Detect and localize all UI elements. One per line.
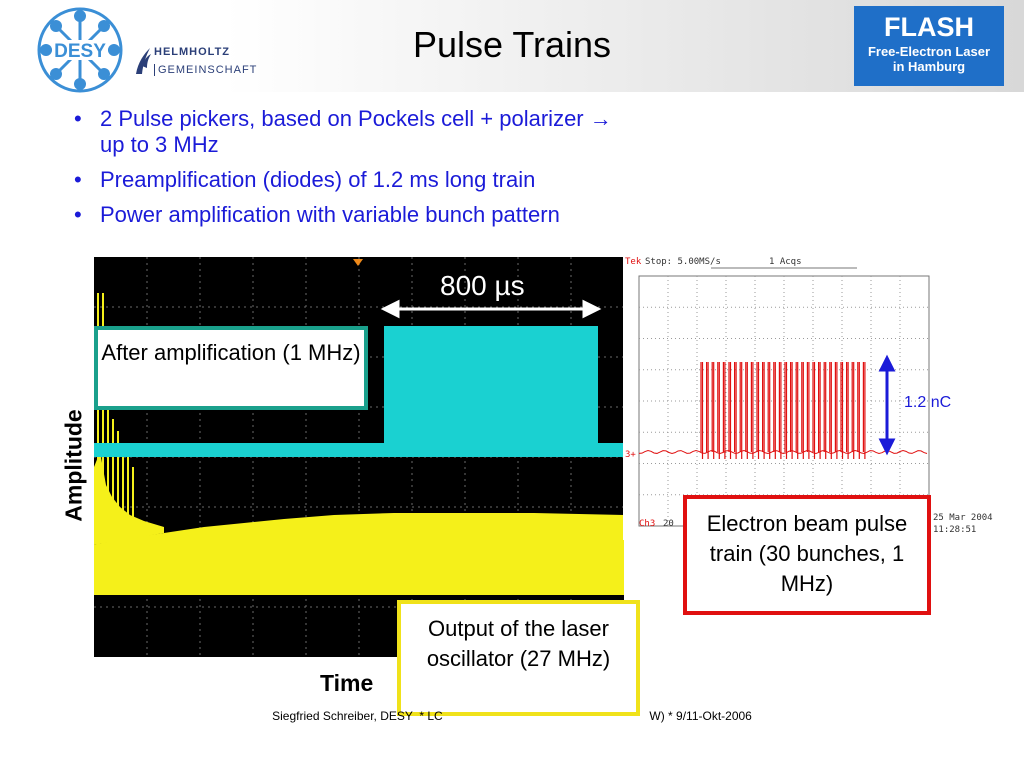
- amplification-label-box: After amplification (1 MHz): [94, 326, 368, 410]
- cyan-baseline-trace: [94, 443, 624, 457]
- charge-arrow: [878, 354, 896, 456]
- helmholtz-line1: HELMHOLTZ: [154, 46, 231, 58]
- helmholtz-mark-icon: [136, 48, 151, 74]
- bullet-item-power-amplification: Power amplification with variable bunch …: [74, 202, 640, 228]
- beam-label-box: Electron beam pulse train (30 bunches, 1…: [683, 495, 931, 615]
- oscilloscope-beam-trace: Tek Stop: 5.00MS/s 1 Acqs 3+ Ch3 20 25 M…: [623, 254, 1011, 540]
- desy-logo: DESY: [37, 7, 123, 93]
- oscilloscope-laser-trace: [94, 257, 624, 657]
- yellow-oscillator-trace: [94, 513, 624, 595]
- oscilloscope-beam-plot: Tek Stop: 5.00MS/s 1 Acqs 3+ Ch3 20 25 M…: [625, 257, 993, 535]
- scope-status-acqs: 1 Acqs: [769, 257, 802, 267]
- scope-time: 11:28:51: [933, 525, 976, 535]
- slide-header: [0, 0, 1024, 92]
- oscilloscope-laser-plot: [94, 257, 624, 657]
- page-title: Pulse Trains: [412, 24, 612, 65]
- desy-logo-text: DESY: [54, 41, 106, 62]
- helmholtz-line2: GEMEINSCHAFT: [154, 64, 257, 76]
- y-axis-label: Amplitude: [60, 409, 87, 522]
- bullet-item-pulse-pickers: 2 Pulse pickers, based on Pockels cell +…: [74, 106, 640, 158]
- bullet-item-preamplification: Preamplification (diodes) of 1.2 ms long…: [74, 167, 640, 193]
- duration-arrow: [380, 299, 602, 319]
- bullet-list: 2 Pulse pickers, based on Pockels cell +…: [74, 106, 640, 237]
- flash-logo-line1: Free-Electron Laser: [867, 44, 991, 59]
- scope-channel-label: Ch3: [639, 519, 655, 529]
- helmholtz-logo: HELMHOLTZ GEMEINSCHAFT: [134, 44, 257, 84]
- x-axis-label: Time: [320, 670, 374, 696]
- duration-label: 800 µs: [440, 270, 525, 301]
- channel-marker: 3+: [625, 450, 636, 460]
- yellow-oscillator-decay: [94, 452, 164, 545]
- beam-baseline-trace: [638, 449, 928, 455]
- cyan-amplified-train: [384, 326, 598, 446]
- flash-logo-title: FLASH: [884, 12, 974, 42]
- scope-date: 25 Mar 2004: [933, 513, 993, 523]
- trigger-marker-icon: [353, 259, 363, 266]
- flash-logo-line2: in Hamburg: [892, 59, 966, 74]
- oscillator-label-box: Output of the laser oscillator (27 MHz): [397, 600, 640, 716]
- charge-label: 1.2 nC: [904, 394, 952, 411]
- scope-status-text: Stop: 5.00MS/s: [645, 257, 721, 267]
- scope-status-tek: Tek: [625, 257, 642, 267]
- slide-footer: Siegfried Schreiber, DESY * LC W) * 9/11…: [272, 709, 752, 723]
- scope-channel-value: 20: [663, 519, 674, 529]
- flash-logo: FLASH Free-Electron Laser in Hamburg: [854, 6, 1004, 86]
